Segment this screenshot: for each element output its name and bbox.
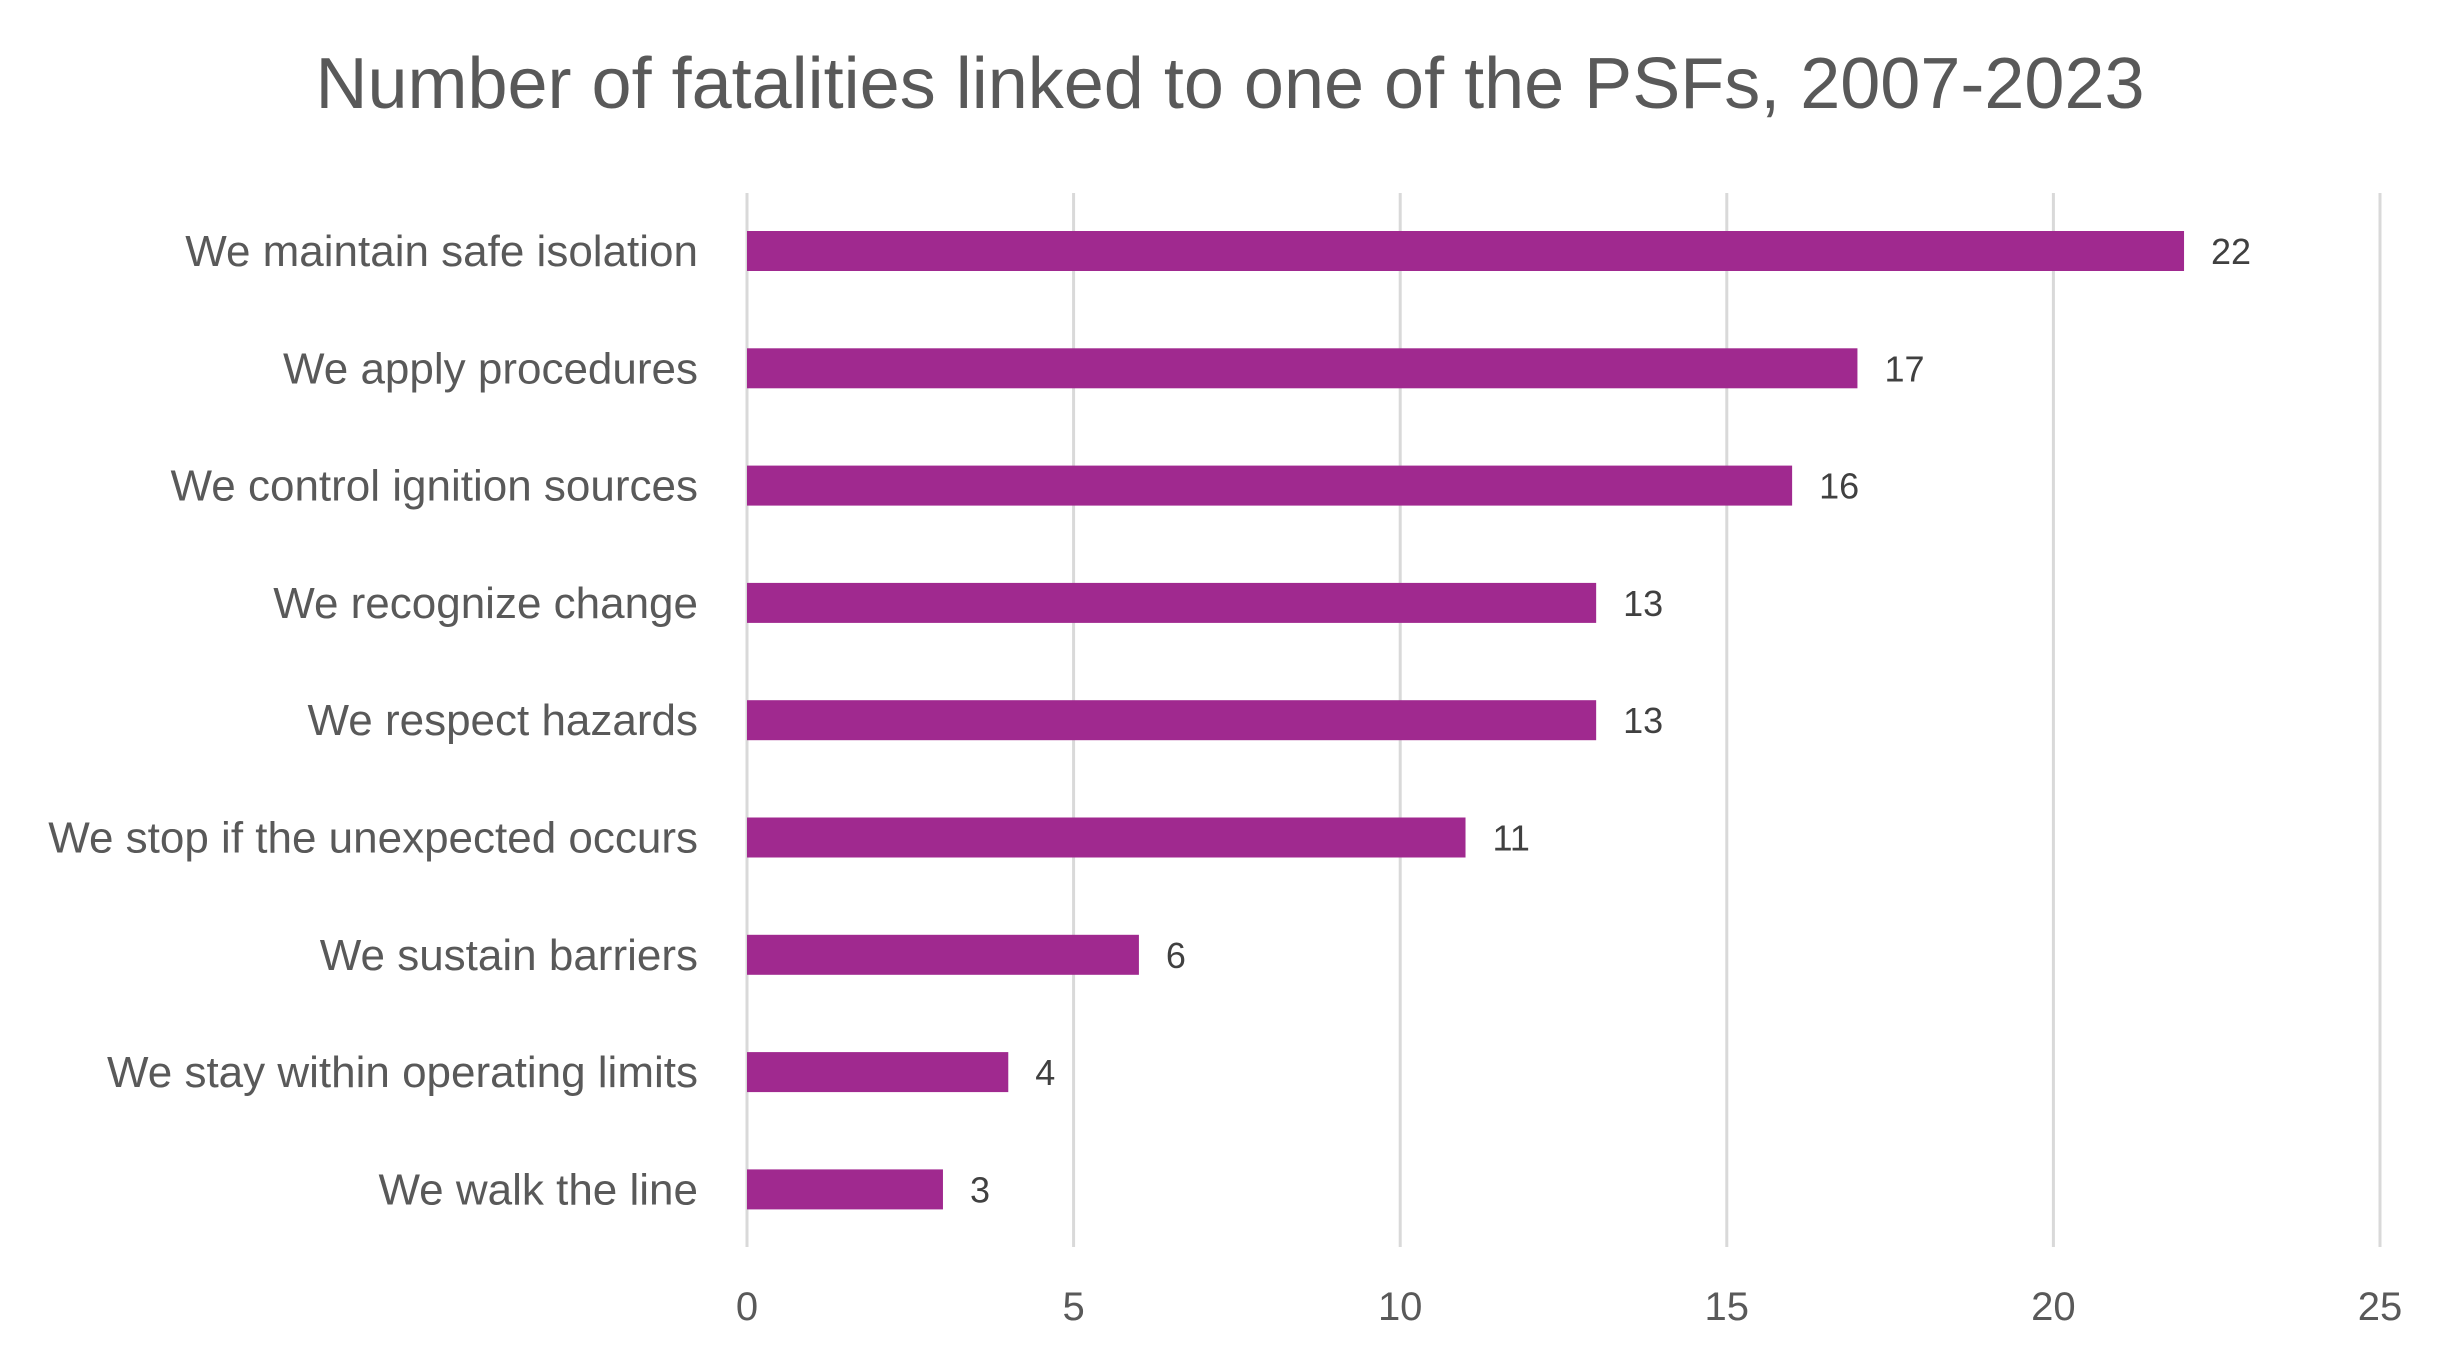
x-tick-label: 0 — [736, 1285, 758, 1329]
bars — [747, 231, 2185, 1210]
x-tick-label: 10 — [1378, 1285, 1423, 1329]
category-label: We respect hazards — [308, 696, 698, 745]
category-label: We sustain barriers — [320, 931, 698, 980]
data-label: 13 — [1623, 700, 1663, 741]
data-label: 11 — [1493, 818, 1530, 859]
x-tick-label: 5 — [1062, 1285, 1084, 1329]
data-label: 16 — [1819, 466, 1859, 507]
category-label: We apply procedures — [283, 344, 698, 393]
category-label: We stop if the unexpected occurs — [48, 814, 698, 863]
data-label: 3 — [970, 1169, 990, 1210]
x-tick-label: 20 — [2031, 1285, 2076, 1329]
category-label: We walk the line — [378, 1165, 698, 1214]
category-label: We maintain safe isolation — [185, 227, 698, 276]
bar — [747, 1169, 943, 1210]
bar — [747, 934, 1139, 975]
x-tick-label: 15 — [1705, 1285, 1750, 1329]
category-labels: We maintain safe isolation We apply proce… — [48, 227, 698, 1214]
bar — [747, 348, 1858, 389]
x-tick-label: 25 — [2358, 1285, 2403, 1329]
data-label: 6 — [1166, 935, 1186, 976]
data-label: 13 — [1623, 583, 1663, 624]
category-label: We stay within operating limits — [107, 1048, 698, 1097]
data-label: 22 — [2211, 231, 2251, 272]
category-label: We recognize change — [273, 579, 698, 628]
x-axis-tick-labels: 0 5 10 15 20 25 — [736, 1285, 2402, 1329]
chart-title: Number of fatalities linked to one of th… — [315, 44, 2144, 124]
category-label: We control ignition sources — [171, 462, 698, 511]
bar — [747, 1052, 1009, 1093]
bar — [747, 465, 1793, 506]
bar — [747, 700, 1597, 741]
bar — [747, 817, 1466, 858]
data-label: 17 — [1884, 348, 1924, 389]
data-labels: 22 17 16 13 13 11 6 4 3 — [970, 231, 2251, 1210]
bar — [747, 582, 1597, 623]
bar — [747, 231, 2185, 271]
data-label: 4 — [1035, 1052, 1055, 1093]
